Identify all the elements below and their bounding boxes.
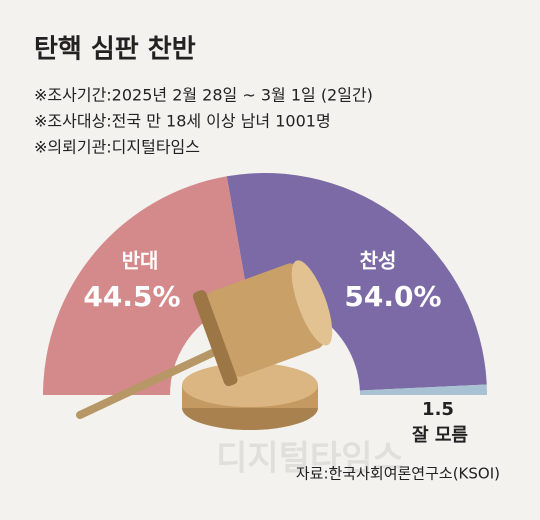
value-label: 54.0%: [344, 280, 441, 313]
gavel: [76, 260, 333, 430]
slice: [226, 172, 487, 391]
category-label: 반대: [122, 249, 159, 273]
category-label: 잘 모름: [412, 425, 468, 446]
value-label: 44.5%: [83, 280, 180, 313]
note: ※의뢰기관:디지털타임스: [34, 138, 200, 157]
slice: [43, 176, 249, 395]
note: ※조사대상:전국 만 18세 이상 남녀 1001명: [34, 112, 331, 131]
category-label: 찬성: [360, 249, 397, 273]
slices: [43, 172, 487, 395]
source: 자료:한국사회여론연구소(KSOI): [296, 465, 500, 483]
value-label: 1.5: [422, 399, 454, 420]
watermark: 디지털타임스: [216, 439, 404, 479]
note: ※조사기간:2025년 2월 28일 ~ 3월 1일 (2일간): [34, 86, 373, 105]
slice: [359, 384, 487, 395]
chart-title: 탄핵 심판 찬반: [34, 35, 196, 65]
